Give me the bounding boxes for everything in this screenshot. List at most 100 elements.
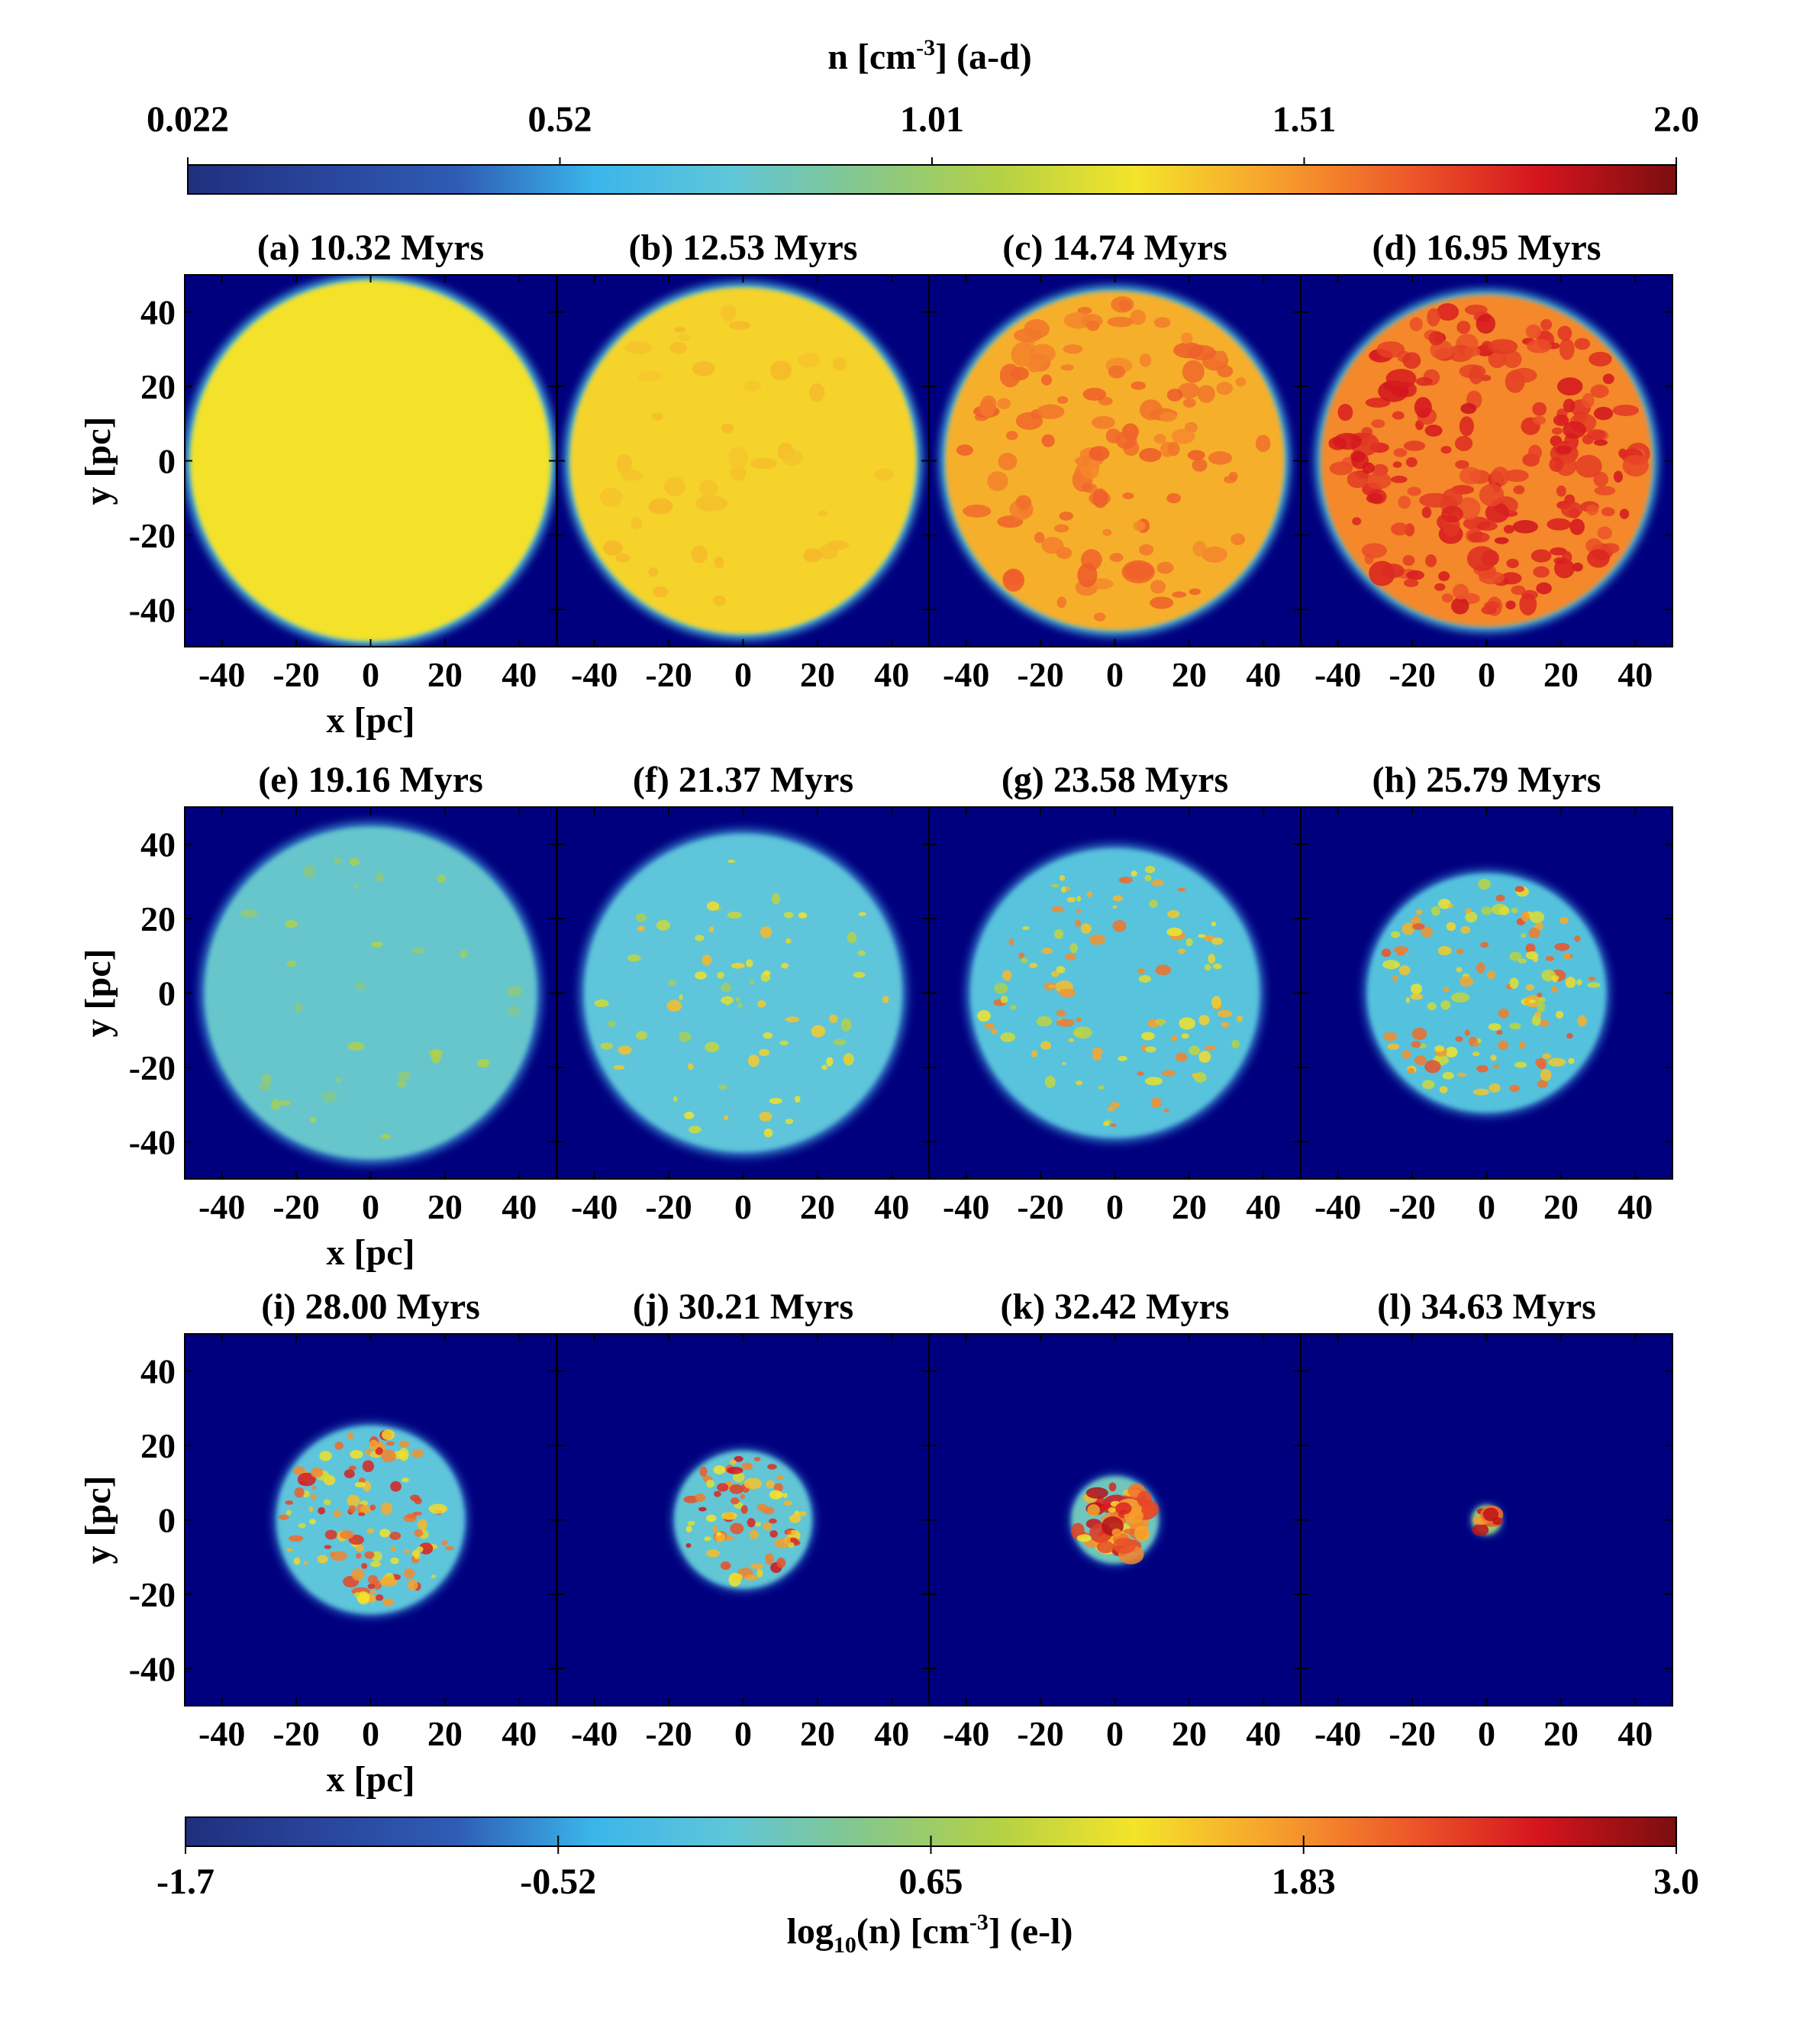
density-clump <box>1536 582 1552 595</box>
density-clump <box>1381 948 1392 957</box>
density-clump <box>1391 476 1408 483</box>
density-clump <box>324 1529 337 1540</box>
density-clump <box>1221 1022 1230 1028</box>
x-tick-label: 40 <box>874 655 909 694</box>
density-clump <box>1092 488 1108 509</box>
density-clump <box>1514 1061 1527 1068</box>
density-clump <box>798 912 808 919</box>
density-clump <box>1382 960 1400 970</box>
density-clump <box>390 1546 396 1552</box>
density-clump <box>674 326 687 333</box>
density-clump <box>1175 1052 1188 1062</box>
colorbar-tick-label: -1.7 <box>156 1862 214 1902</box>
density-clump <box>956 444 973 456</box>
cloud-body <box>584 834 902 1152</box>
density-clump <box>1065 953 1076 961</box>
x-tick-label: 40 <box>502 1187 537 1226</box>
density-clump <box>1427 1002 1437 1011</box>
density-clump <box>1456 321 1471 334</box>
density-clump <box>1198 1051 1211 1063</box>
density-clump <box>310 1116 317 1122</box>
density-clump <box>376 872 385 883</box>
density-clump <box>1505 600 1516 610</box>
density-clump <box>293 1557 301 1565</box>
density-clump <box>679 994 683 1001</box>
density-clump <box>1102 528 1112 536</box>
density-clump <box>1425 554 1437 567</box>
density-clump <box>1191 1073 1200 1078</box>
density-clump <box>1486 970 1496 980</box>
density-clump <box>369 1504 376 1511</box>
density-clump <box>1528 999 1537 1003</box>
density-clump <box>749 979 754 985</box>
density-clump <box>1075 1080 1083 1086</box>
density-clump <box>1403 579 1419 587</box>
panel-d: (d) 16.95 Myrs -40 -20 0 20 40 <box>1300 228 1673 694</box>
density-clump <box>350 1450 363 1459</box>
density-clump <box>1439 1086 1448 1093</box>
density-clump <box>760 926 772 938</box>
density-clump <box>990 1028 998 1035</box>
density-clump <box>347 1041 365 1051</box>
density-clump <box>1096 1541 1114 1554</box>
density-clump <box>1554 942 1570 951</box>
colorbar-tick-label: 1.51 <box>1272 99 1337 140</box>
density-clump <box>728 321 751 331</box>
x-tick-label: 0 <box>1478 1714 1495 1753</box>
density-clump <box>756 1503 768 1512</box>
density-clump <box>1549 457 1564 473</box>
density-clump <box>1587 982 1601 988</box>
density-clump <box>380 1134 392 1139</box>
density-clump <box>1556 445 1572 454</box>
density-clump <box>1201 546 1227 563</box>
density-map <box>1301 807 1672 1179</box>
density-clump <box>1534 1011 1542 1018</box>
density-clump <box>318 1506 325 1515</box>
density-clump <box>1059 875 1066 881</box>
density-clump <box>728 447 748 470</box>
density-clump <box>635 913 647 922</box>
density-clump <box>1076 909 1082 913</box>
density-clump <box>317 1555 328 1564</box>
x-tick-label: 0 <box>1478 655 1495 694</box>
panel-k: (k) 32.42 Myrs -40 -20 0 20 40 <box>928 1287 1301 1753</box>
density-clump <box>704 1536 711 1542</box>
density-clump <box>1582 392 1595 408</box>
density-clump <box>1153 317 1171 328</box>
density-clump <box>1545 955 1555 961</box>
x-tick-label: 20 <box>800 1187 835 1226</box>
density-clump <box>1500 572 1522 585</box>
density-map <box>185 275 556 647</box>
density-clump <box>354 981 366 991</box>
density-clump <box>829 1014 838 1023</box>
density-map <box>929 807 1301 1179</box>
x-tick-label: 20 <box>427 1714 463 1753</box>
x-tick-label: 0 <box>734 655 752 694</box>
density-clump <box>1048 984 1056 989</box>
density-clump <box>1392 461 1402 468</box>
x-axis-label: x [pc] <box>327 700 415 741</box>
density-clump <box>1521 933 1527 938</box>
density-clump <box>1489 1083 1501 1093</box>
panel-b: (b) 12.53 Myrs -40 -20 0 20 40 <box>556 228 930 694</box>
density-clump <box>397 1080 407 1088</box>
density-clump <box>1464 347 1481 357</box>
density-clump <box>1525 325 1542 339</box>
density-clump <box>730 466 747 481</box>
density-clump <box>1441 505 1463 523</box>
colorbar-tick-label: 1.01 <box>900 99 964 140</box>
density-clump <box>1559 916 1569 925</box>
density-clump <box>294 1487 305 1498</box>
density-clump <box>1112 905 1118 909</box>
density-map <box>929 275 1301 647</box>
panel-title: (k) 32.42 Myrs <box>1001 1287 1230 1327</box>
density-clump <box>286 960 297 967</box>
density-clump <box>1547 518 1572 531</box>
density-clump <box>798 1511 807 1516</box>
density-clump <box>1112 1537 1136 1554</box>
density-clump <box>1361 543 1388 559</box>
density-clump <box>705 1041 720 1053</box>
density-clump <box>685 1543 692 1548</box>
x-tick-label: 0 <box>734 1714 752 1753</box>
density-clump <box>727 860 736 864</box>
